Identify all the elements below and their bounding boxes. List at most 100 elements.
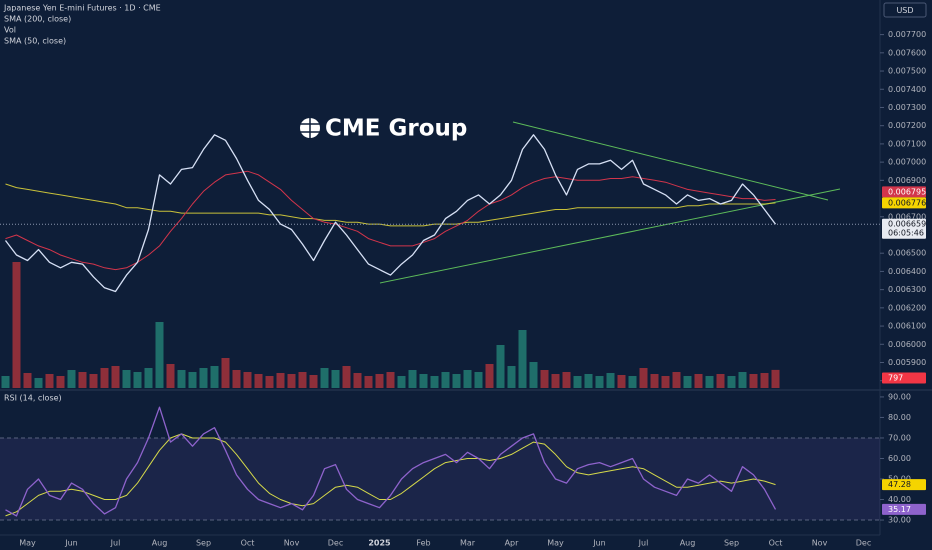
volume-bar bbox=[1, 376, 10, 388]
volume-bar bbox=[738, 372, 747, 388]
y-tick-label: 0.006000 bbox=[888, 340, 926, 349]
rsi-ma-label: 47.28 bbox=[888, 480, 911, 489]
volume-bar bbox=[276, 373, 285, 388]
volume-bar bbox=[661, 376, 670, 388]
x-tick-label: Apr bbox=[505, 539, 520, 548]
pane-title: RSI (14, close) bbox=[4, 394, 62, 403]
legend-entry: Vol bbox=[4, 26, 16, 35]
x-tick-label: 2025 bbox=[368, 539, 391, 548]
volume-bar bbox=[694, 374, 703, 388]
legend-entry: SMA (50, close) bbox=[4, 37, 66, 46]
rsi-band bbox=[0, 437, 880, 521]
sma200-price-label-box bbox=[882, 197, 926, 209]
volume-bar bbox=[133, 372, 142, 388]
y-tick-label: 0.007500 bbox=[888, 67, 926, 76]
volume-bar bbox=[584, 374, 593, 388]
y-tick-label: 50.00 bbox=[888, 475, 911, 484]
x-tick-label: Jun bbox=[592, 539, 606, 548]
x-tick-label: Feb bbox=[416, 539, 430, 548]
x-tick-label: Nov bbox=[284, 539, 300, 548]
trendline-lower bbox=[379, 188, 841, 284]
x-tick-label: Jun bbox=[64, 539, 78, 548]
sma50-price-label-box bbox=[882, 186, 926, 198]
volume-label: 797 bbox=[888, 374, 903, 383]
y-tick-label: 0.006500 bbox=[888, 249, 926, 258]
x-tick-label: Jul bbox=[110, 539, 121, 548]
volume-bar bbox=[375, 374, 384, 388]
currency-button[interactable] bbox=[883, 2, 927, 18]
volume-bar bbox=[342, 366, 351, 388]
volume-bar bbox=[672, 372, 681, 388]
volume-bar bbox=[199, 368, 208, 388]
volume-bar bbox=[628, 376, 637, 388]
volume-bar bbox=[364, 376, 373, 388]
volume-bar bbox=[595, 376, 604, 388]
volume-bar bbox=[760, 373, 769, 388]
volume-bar bbox=[551, 374, 560, 388]
volume-bar bbox=[463, 370, 472, 388]
volume-bar bbox=[56, 376, 65, 388]
x-tick-label: Oct bbox=[241, 539, 255, 548]
volume-bar bbox=[122, 370, 131, 388]
x-tick-label: May bbox=[547, 539, 564, 548]
last-price-label: 0.006659 bbox=[888, 220, 926, 229]
volume-bar bbox=[408, 370, 417, 388]
volume-bar bbox=[441, 372, 450, 388]
volume-bar bbox=[716, 374, 725, 388]
volume-bar bbox=[166, 364, 175, 388]
y-tick-label: 0.006100 bbox=[888, 322, 926, 331]
volume-bar bbox=[562, 372, 571, 388]
volume-bar bbox=[67, 370, 76, 388]
volume-bar bbox=[606, 373, 615, 388]
volume-bar bbox=[650, 374, 659, 388]
volume-bar bbox=[573, 376, 582, 388]
watermark-globe-lines bbox=[300, 118, 320, 138]
x-tick-label: Nov bbox=[812, 539, 828, 548]
volume-bar bbox=[386, 372, 395, 388]
volume-bar bbox=[243, 372, 252, 388]
volume-bar bbox=[188, 372, 197, 388]
y-tick-label: 40.00 bbox=[888, 495, 911, 504]
volume-bar bbox=[617, 375, 626, 388]
legend-entry: SMA (200, close) bbox=[4, 15, 71, 24]
volume-bar bbox=[221, 358, 230, 388]
volume-label-box bbox=[882, 372, 926, 384]
volume-bar bbox=[23, 373, 32, 388]
watermark: CME Group bbox=[300, 116, 467, 142]
rsi-ma-label-box bbox=[882, 479, 926, 491]
y-tick-label: 30.00 bbox=[888, 516, 911, 525]
y-tick-label: 0.007400 bbox=[888, 85, 926, 94]
volume-bar bbox=[34, 378, 43, 388]
watermark-text: CME Group bbox=[325, 116, 467, 142]
volume-bar bbox=[397, 376, 406, 388]
volume-bar bbox=[683, 376, 692, 388]
y-tick-label: 0.006200 bbox=[888, 303, 926, 312]
rsi-label-box bbox=[882, 503, 926, 515]
volume-bar bbox=[298, 372, 307, 388]
currency-label[interactable]: USD bbox=[896, 6, 913, 15]
volume-bar bbox=[89, 374, 98, 388]
x-tick-label: Sep bbox=[724, 539, 739, 548]
volume-bar bbox=[353, 373, 362, 388]
volume-bar bbox=[540, 370, 549, 388]
y-tick-label: 80.00 bbox=[888, 413, 911, 422]
volume-bar bbox=[749, 374, 758, 388]
volume-bar bbox=[507, 366, 516, 388]
y-tick-label: 0.007600 bbox=[888, 48, 926, 57]
y-tick-label: 0.006900 bbox=[888, 176, 926, 185]
last-price-box bbox=[882, 218, 926, 239]
y-tick-label: 0.007300 bbox=[888, 103, 926, 112]
volume-bar bbox=[254, 374, 263, 388]
chart-title: Japanese Yen E-mini Futures · 1D · CME bbox=[3, 4, 161, 13]
main-line bbox=[4, 134, 777, 293]
rsi-label: 35.17 bbox=[888, 505, 911, 514]
volume-bar bbox=[331, 370, 340, 388]
volume-bar bbox=[771, 369, 780, 388]
x-tick-label: Jul bbox=[638, 539, 649, 548]
volume-bar bbox=[320, 368, 329, 388]
sma50-price-label: 0.006795 bbox=[888, 187, 926, 196]
volume-bar bbox=[78, 372, 87, 388]
trendline-upper bbox=[512, 121, 829, 201]
